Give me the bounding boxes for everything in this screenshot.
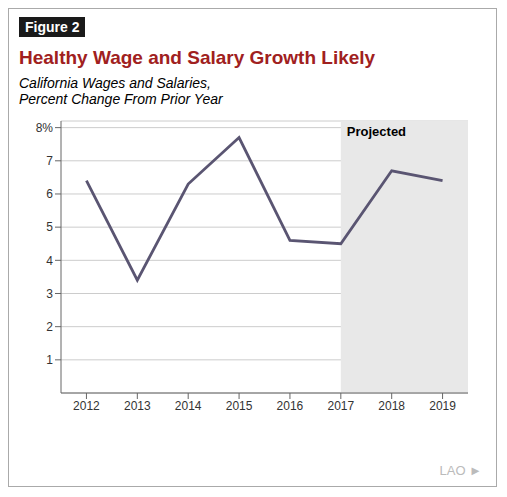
svg-text:Projected: Projected	[347, 124, 406, 139]
svg-text:2013: 2013	[124, 399, 151, 413]
svg-text:2014: 2014	[175, 399, 202, 413]
svg-text:2019: 2019	[429, 399, 456, 413]
html-text:Figure 2: Figure 2	[25, 19, 80, 35]
svg-text:2015: 2015	[226, 399, 253, 413]
svg-text:2016: 2016	[277, 399, 304, 413]
html-text:Healthy Wage and Salary Growth: Healthy Wage and Salary Growth Likely	[19, 47, 376, 68]
svg-text:3: 3	[46, 287, 53, 301]
html-text:LAO ►: LAO ►	[439, 463, 482, 478]
svg-text:7: 7	[46, 154, 53, 168]
svg-text:2012: 2012	[73, 399, 100, 413]
svg-text:1: 1	[46, 353, 53, 367]
svg-text:8%: 8%	[36, 121, 54, 135]
svg-text:2017: 2017	[327, 399, 354, 413]
svg-text:2018: 2018	[378, 399, 405, 413]
html-text:California Wages and Salaries,: California Wages and Salaries,	[19, 75, 211, 91]
html-text:Percent Change From Prior Year: Percent Change From Prior Year	[19, 91, 223, 107]
svg-text:5: 5	[46, 220, 53, 234]
svg-text:4: 4	[46, 254, 53, 268]
svg-text:2: 2	[46, 320, 53, 334]
svg-text:6: 6	[46, 187, 53, 201]
